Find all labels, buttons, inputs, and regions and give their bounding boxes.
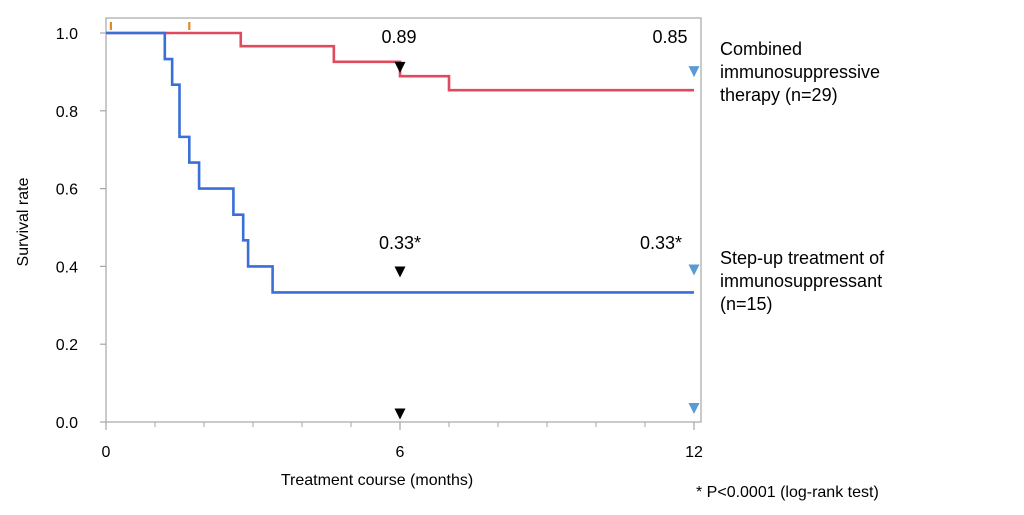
y-tick-label: 1.0 <box>56 26 78 43</box>
legend-label-line: Combined <box>720 39 802 59</box>
x-tick-labels: 0 6 12 <box>102 444 703 461</box>
survival-value-label: 0.89 <box>381 27 416 47</box>
x-tick-label: 6 <box>396 444 405 461</box>
survival-curve-2 <box>106 31 694 294</box>
y-axis-title: Survival rate <box>15 177 32 266</box>
survival-value-label: 0.85 <box>652 27 687 47</box>
legend-label-line: Step-up treatment of <box>720 248 885 268</box>
survival-annotations: 0.89 0.85 0.33* 0.33* <box>379 27 688 253</box>
axis-ticks <box>100 32 695 430</box>
survival-value-label: 0.33* <box>640 233 682 253</box>
legend: Combined immunosuppressive therapy (n=29) S… <box>720 39 885 314</box>
timepoint-marker <box>394 61 406 73</box>
legend-label-line: immunosuppressive <box>720 62 880 82</box>
survival-curves <box>106 31 694 294</box>
y-tick-label: 0.0 <box>56 415 78 432</box>
timepoint-marker <box>394 266 406 278</box>
legend-label-line: therapy (n=29) <box>720 85 838 105</box>
y-tick-label: 0.8 <box>56 104 78 121</box>
censor-marks <box>109 22 191 30</box>
x-tick-label: 0 <box>102 444 111 461</box>
survival-value-label: 0.33* <box>379 233 421 253</box>
y-tick-labels: 0.0 0.2 0.4 0.6 0.8 1.0 <box>56 26 78 432</box>
timepoint-markers <box>394 61 700 420</box>
x-tick-label: 12 <box>685 444 703 461</box>
y-tick-label: 0.2 <box>56 337 78 354</box>
plot-frame <box>105 17 702 423</box>
legend-label-line: immunosuppressant <box>720 271 882 291</box>
timepoint-marker <box>688 66 700 78</box>
timepoint-marker <box>688 264 700 276</box>
y-tick-label: 0.6 <box>56 182 78 199</box>
survival-curve-1 <box>106 31 694 92</box>
timepoint-marker <box>688 402 700 414</box>
y-tick-label: 0.4 <box>56 259 78 276</box>
x-axis-title: Treatment course (months) <box>281 472 473 489</box>
footnote: * P<0.0001 (log-rank test) <box>696 484 879 501</box>
legend-label-line: (n=15) <box>720 294 773 314</box>
timepoint-marker <box>394 408 406 420</box>
